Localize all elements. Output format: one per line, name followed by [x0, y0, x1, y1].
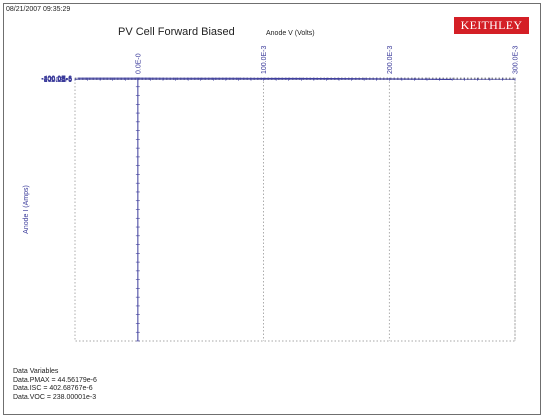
tick-labels: 0.0E-0 100.0E-3 200.0E-3 300.0E-3 -400.0E-6-… — [41, 45, 519, 84]
timestamp: 08/21/2007 09:35:29 — [6, 6, 71, 13]
grid — [74, 77, 516, 342]
keithley-logo: KEITHLEY — [454, 17, 529, 34]
data-variables-heading: Data Variables — [13, 368, 59, 375]
x-tick-label: 200.0E-3 — [387, 45, 394, 74]
chart-frame — [3, 3, 541, 415]
x-tick-label: 300.0E-3 — [513, 45, 520, 74]
axes — [74, 77, 516, 342]
x-tick-label: 100.0E-3 — [261, 45, 268, 74]
y-tick-label: 0.0E+0 — [50, 77, 72, 84]
plot-border — [74, 77, 516, 342]
iv-curve — [77, 77, 453, 81]
data-variables: Data Variables Data.PMAX = 44.56179e-6 D… — [13, 368, 97, 402]
y-axis-label: Anode I (Amps) — [23, 185, 30, 234]
y-tick-label: -400.0E-6 — [41, 76, 72, 83]
x-axis-label: Anode V (Volts) — [266, 30, 315, 37]
y-tick-label: -200.0E-6 — [41, 76, 72, 83]
chart-title: PV Cell Forward Biased — [118, 26, 235, 38]
data-variable-isc: Data.ISC = 402.68767e-6 — [13, 385, 93, 392]
data-variable-pmax: Data.PMAX = 44.56179e-6 — [13, 376, 97, 384]
series — [77, 77, 453, 81]
y-tick-label: 100.0E-6 — [44, 77, 73, 84]
y-tick-label: -300.0E-6 — [41, 76, 72, 83]
y-tick-label: -100.0E-6 — [41, 77, 72, 84]
data-variable-voc: Data.VOC = 238.00001e-3 — [13, 393, 97, 401]
x-tick-label: 0.0E-0 — [135, 53, 142, 74]
